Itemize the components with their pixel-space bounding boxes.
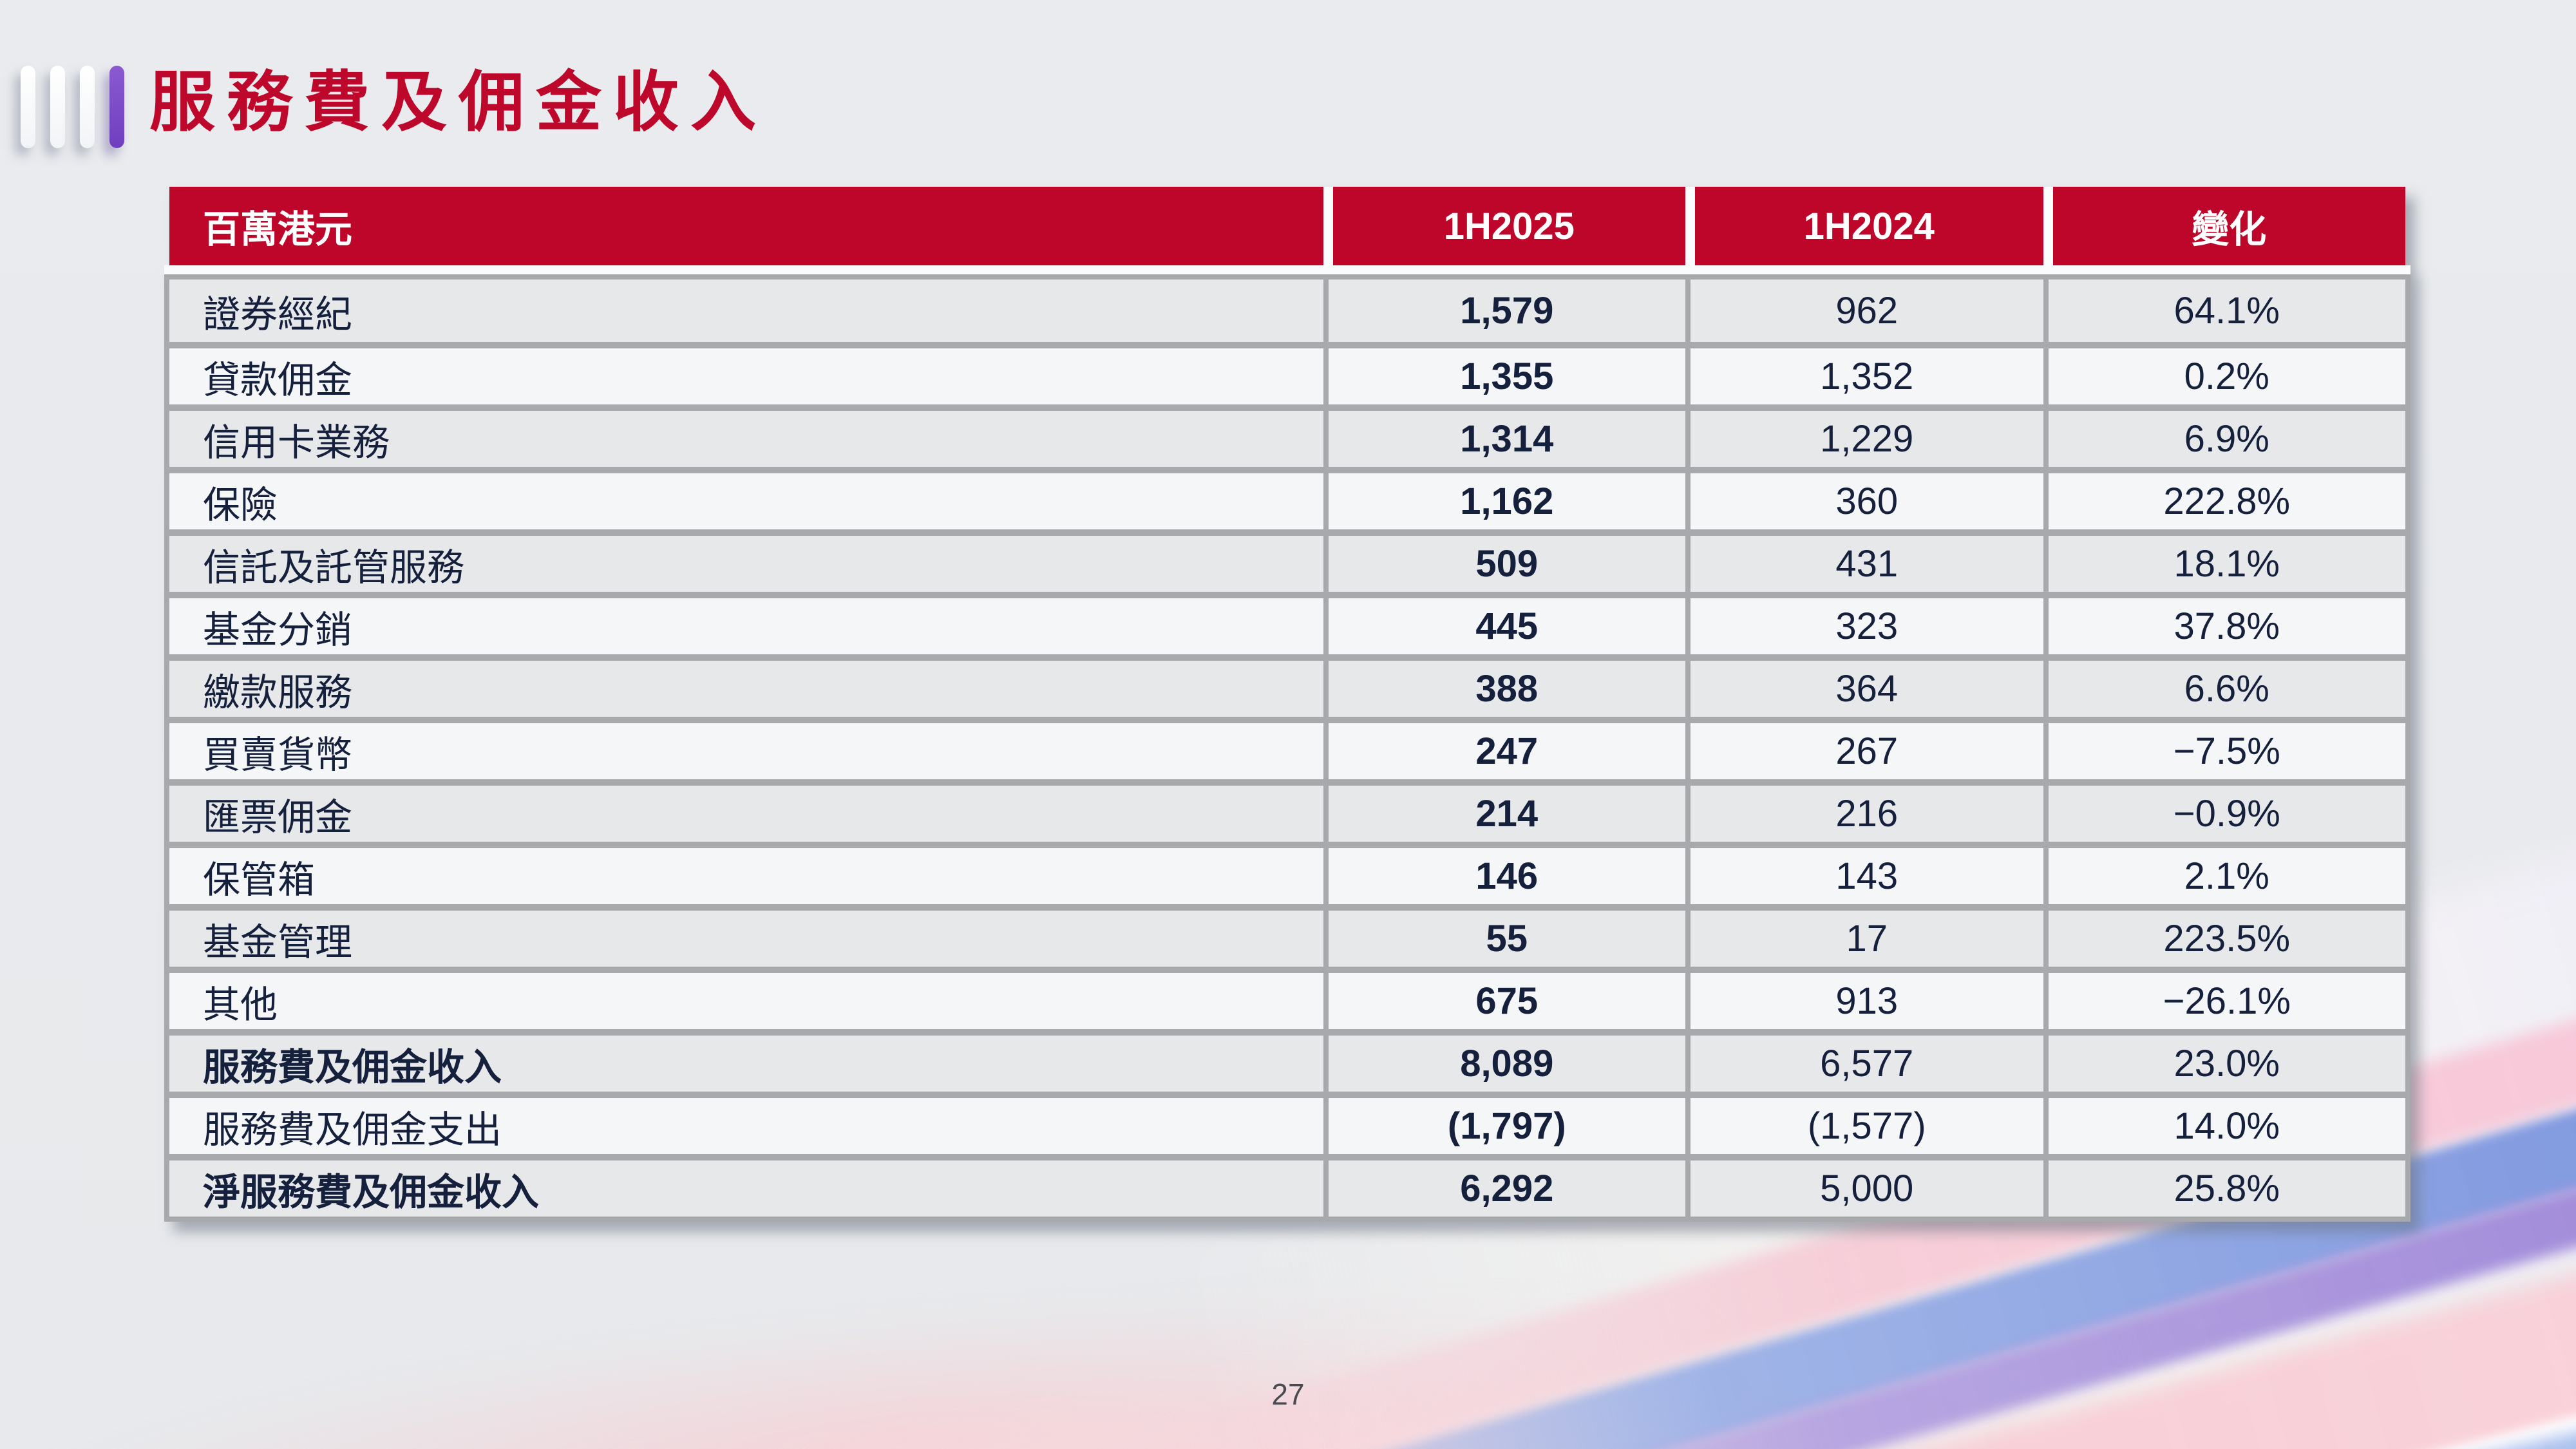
- row-label-cell: 匯票佣金: [169, 786, 1323, 842]
- accent-bar-purple: [109, 66, 124, 148]
- header-unit: 百萬港元: [169, 187, 1323, 265]
- change-cell: 14.0%: [2043, 1098, 2405, 1154]
- value-1h2025-cell: 1,314: [1323, 411, 1685, 467]
- value-1h2024-cell: 1,229: [1685, 411, 2043, 467]
- value-1h2025-cell: 1,162: [1323, 473, 1685, 529]
- row-label-cell: 買賣貨幣: [169, 723, 1323, 779]
- row-label-cell: 信用卡業務: [169, 411, 1323, 467]
- value-1h2025-cell: 388: [1323, 661, 1685, 717]
- title-accent-bars-icon: [21, 66, 139, 148]
- value-1h2025-cell: 1,355: [1323, 348, 1685, 404]
- change-cell: 6.9%: [2043, 411, 2405, 467]
- value-1h2024-cell: 962: [1685, 279, 2043, 342]
- table-row: 其他 675 913 −26.1%: [169, 967, 2405, 1029]
- value-1h2024-cell: 6,577: [1685, 1036, 2043, 1092]
- change-cell: 25.8%: [2043, 1160, 2405, 1217]
- table-header-row: 百萬港元 1H2025 1H2024 變化: [164, 187, 2410, 265]
- value-1h2025-cell: 445: [1323, 598, 1685, 654]
- value-1h2025-cell: (1,797): [1323, 1098, 1685, 1154]
- row-label-cell: 基金管理: [169, 911, 1323, 967]
- header-1h2025: 1H2025: [1323, 187, 1685, 265]
- value-1h2024-cell: 1,352: [1685, 348, 2043, 404]
- change-cell: −0.9%: [2043, 786, 2405, 842]
- slide-title: 服務費及佣金收入: [149, 66, 768, 139]
- value-1h2024-cell: 323: [1685, 598, 2043, 654]
- value-1h2024-cell: 364: [1685, 661, 2043, 717]
- table-row: 信用卡業務 1,314 1,229 6.9%: [169, 404, 2405, 467]
- value-1h2024-cell: 5,000: [1685, 1160, 2043, 1217]
- value-1h2025-cell: 675: [1323, 973, 1685, 1029]
- row-label-cell: 證券經紀: [169, 279, 1323, 342]
- change-cell: −7.5%: [2043, 723, 2405, 779]
- table-row-net-income: 淨服務費及佣金收入 6,292 5,000 25.8%: [169, 1154, 2405, 1217]
- change-cell: 18.1%: [2043, 536, 2405, 592]
- title-block: 服務費及佣金收入: [21, 62, 768, 148]
- value-1h2024-cell: 431: [1685, 536, 2043, 592]
- accent-bar: [80, 66, 95, 148]
- row-label-cell: 繳款服務: [169, 661, 1323, 717]
- value-1h2025-cell: 146: [1323, 848, 1685, 904]
- value-1h2024-cell: (1,577): [1685, 1098, 2043, 1154]
- change-cell: 64.1%: [2043, 279, 2405, 342]
- value-1h2025-cell: 509: [1323, 536, 1685, 592]
- value-1h2025-cell: 1,579: [1323, 279, 1685, 342]
- value-1h2024-cell: 143: [1685, 848, 2043, 904]
- table-row: 保管箱 146 143 2.1%: [169, 842, 2405, 904]
- change-cell: 23.0%: [2043, 1036, 2405, 1092]
- header-gap: [164, 265, 2410, 274]
- header-change: 變化: [2043, 187, 2405, 265]
- table-row-expense: 服務費及佣金支出 (1,797) (1,577) 14.0%: [169, 1092, 2405, 1154]
- change-cell: −26.1%: [2043, 973, 2405, 1029]
- change-cell: 222.8%: [2043, 473, 2405, 529]
- value-1h2025-cell: 6,292: [1323, 1160, 1685, 1217]
- value-1h2025-cell: 55: [1323, 911, 1685, 967]
- table-row: 信託及託管服務 509 431 18.1%: [169, 529, 2405, 592]
- row-label-cell: 服務費及佣金支出: [169, 1098, 1323, 1154]
- change-cell: 6.6%: [2043, 661, 2405, 717]
- value-1h2025-cell: 247: [1323, 723, 1685, 779]
- row-label-cell: 其他: [169, 973, 1323, 1029]
- table-body: 證券經紀 1,579 962 64.1% 貸款佣金 1,355 1,352 0.…: [164, 274, 2410, 1222]
- table-row: 貸款佣金 1,355 1,352 0.2%: [169, 342, 2405, 404]
- table-row: 基金管理 55 17 223.5%: [169, 904, 2405, 967]
- value-1h2025-cell: 214: [1323, 786, 1685, 842]
- table-row: 保險 1,162 360 222.8%: [169, 467, 2405, 529]
- row-label-cell: 基金分銷: [169, 598, 1323, 654]
- table-row: 證券經紀 1,579 962 64.1%: [169, 279, 2405, 342]
- fee-income-table: 百萬港元 1H2025 1H2024 變化 證券經紀 1,579 962 64.…: [164, 187, 2410, 1222]
- change-cell: 0.2%: [2043, 348, 2405, 404]
- value-1h2025-cell: 8,089: [1323, 1036, 1685, 1092]
- table-row: 買賣貨幣 247 267 −7.5%: [169, 717, 2405, 779]
- value-1h2024-cell: 913: [1685, 973, 2043, 1029]
- row-label-cell: 保管箱: [169, 848, 1323, 904]
- value-1h2024-cell: 267: [1685, 723, 2043, 779]
- accent-bar: [21, 66, 35, 148]
- value-1h2024-cell: 360: [1685, 473, 2043, 529]
- row-label-cell: 貸款佣金: [169, 348, 1323, 404]
- change-cell: 223.5%: [2043, 911, 2405, 967]
- table-row-total-income: 服務費及佣金收入 8,089 6,577 23.0%: [169, 1029, 2405, 1092]
- row-label-cell: 保險: [169, 473, 1323, 529]
- value-1h2024-cell: 17: [1685, 911, 2043, 967]
- row-label-cell: 信託及託管服務: [169, 536, 1323, 592]
- header-1h2024: 1H2024: [1685, 187, 2043, 265]
- table-row: 匯票佣金 214 216 −0.9%: [169, 779, 2405, 842]
- change-cell: 2.1%: [2043, 848, 2405, 904]
- table-row: 基金分銷 445 323 37.8%: [169, 592, 2405, 654]
- row-label-cell: 服務費及佣金收入: [169, 1036, 1323, 1092]
- table-row: 繳款服務 388 364 6.6%: [169, 654, 2405, 717]
- accent-bar: [50, 66, 65, 148]
- page-number: 27: [1271, 1378, 1305, 1411]
- change-cell: 37.8%: [2043, 598, 2405, 654]
- row-label-cell: 淨服務費及佣金收入: [169, 1160, 1323, 1217]
- value-1h2024-cell: 216: [1685, 786, 2043, 842]
